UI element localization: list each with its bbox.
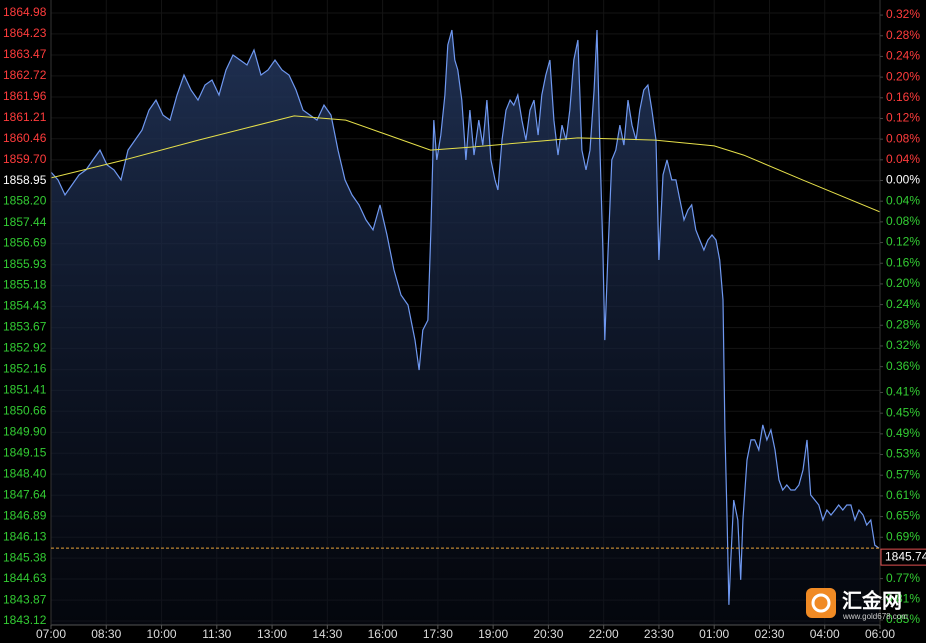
y-tick-label: 1861.21 [3,110,47,124]
y2-tick-label: 0.61% [886,488,920,502]
y-tick-label: 1862.72 [3,68,47,82]
x-tick-label: 13:00 [257,627,287,641]
y-tick-label: 1843.12 [3,613,47,627]
y2-tick-label: 0.28% [886,317,920,331]
watermark: 汇金网 www.gold678.com [806,588,908,621]
y-tick-label: 1850.66 [3,403,47,417]
y2-tick-label: 0.20% [886,276,920,290]
x-tick-label: 11:30 [202,627,231,641]
y-tick-label: 1861.96 [3,89,47,103]
y2-tick-label: 0.65% [886,509,920,523]
x-tick-label: 02:30 [754,627,784,641]
x-tick-label: 06:00 [865,627,895,641]
y-tick-label: 1858.20 [3,194,47,208]
y2-tick-label: 0.41% [886,385,920,399]
average-line [51,115,880,213]
y-tick-label: 1859.70 [3,152,47,166]
y-tick-label: 1846.89 [3,508,47,522]
y-tick-label: 1864.98 [3,5,47,19]
y2-tick-label: 0.81% [886,591,920,605]
y-tick-label: 1846.13 [3,529,47,543]
y2-tick-label: 0.04% [886,152,920,166]
y2-tick-label: 0.24% [886,49,920,63]
y2-tick-label: 0.85% [886,612,920,626]
y-tick-label: 1845.38 [3,550,47,564]
y2-tick-label: 0.36% [886,359,920,373]
current-price-box [880,548,926,566]
y2-tick-label: 0.32% [886,338,920,352]
y-tick-label: 1849.90 [3,425,47,439]
watermark-url: www.gold678.com [842,612,908,621]
y2-tick-label: 0.69% [886,529,920,543]
y2-tick-label: 0.16% [886,255,920,269]
y2-tick-label: 0.57% [886,467,920,481]
y2-tick-label: 0.16% [886,90,920,104]
y-tick-label: 1855.18 [3,278,47,292]
x-tick-label: 10:00 [147,627,177,641]
y2-tick-label: 0.12% [886,235,920,249]
price-line [51,29,880,605]
x-tick-label: 08:30 [91,627,121,641]
y2-tick-label: 0.08% [886,214,920,228]
y2-tick-label: 0.04% [886,193,920,207]
watermark-logo [806,588,836,618]
y-tick-label: 1856.69 [3,236,47,250]
x-tick-label: 17:30 [423,627,453,641]
y-tick-label: 1849.15 [3,445,47,459]
y-tick-label: 1851.41 [3,383,47,397]
y2-tick-label: 0.53% [886,447,920,461]
y-tick-label: 1857.44 [3,215,47,229]
y2-tick-label: 0.28% [886,28,920,42]
y-tick-label: 1848.40 [3,466,47,480]
y2-tick-label: 0.45% [886,405,920,419]
y2-tick-label: 0.12% [886,111,920,125]
y-tick-label: 1854.43 [3,299,47,313]
x-tick-label: 07:00 [36,627,66,641]
y2-tick-label: 0.49% [886,426,920,440]
y-tick-label: 1844.63 [3,571,47,585]
y-tick-label: 1853.67 [3,320,47,334]
y2-tick-label: 0.32% [886,7,920,21]
current-price-label: 1845.74 [885,549,926,563]
y2-tick-label: 0.08% [886,131,920,145]
y-tick-label: 1858.95 [3,173,47,187]
x-tick-label: 19:00 [478,627,508,641]
y2-tick-label: 0.77% [886,571,920,585]
y-tick-label: 1860.46 [3,131,47,145]
x-tick-label: 20:30 [533,627,563,641]
watermark-name: 汇金网 [842,588,902,612]
y-tick-label: 1863.47 [3,47,47,61]
y-tick-label: 1864.23 [3,26,47,40]
x-tick-label: 01:00 [699,627,729,641]
y-tick-label: 1855.93 [3,257,47,271]
y-tick-label: 1852.92 [3,341,47,355]
x-tick-label: 23:30 [644,627,674,641]
y2-tick-label: 0.24% [886,297,920,311]
y-tick-label: 1852.16 [3,362,47,376]
y-tick-label: 1847.64 [3,487,47,501]
watermark-logo-ring [811,593,831,613]
y2-tick-label: 0.00% [886,173,920,187]
x-tick-label: 04:00 [810,627,840,641]
x-tick-label: 22:00 [589,627,619,641]
y2-tick-label: 0.20% [886,69,920,83]
x-tick-label: 16:00 [368,627,398,641]
y-tick-label: 1843.87 [3,592,47,606]
price-area [51,30,879,625]
x-tick-label: 14:30 [312,627,342,641]
